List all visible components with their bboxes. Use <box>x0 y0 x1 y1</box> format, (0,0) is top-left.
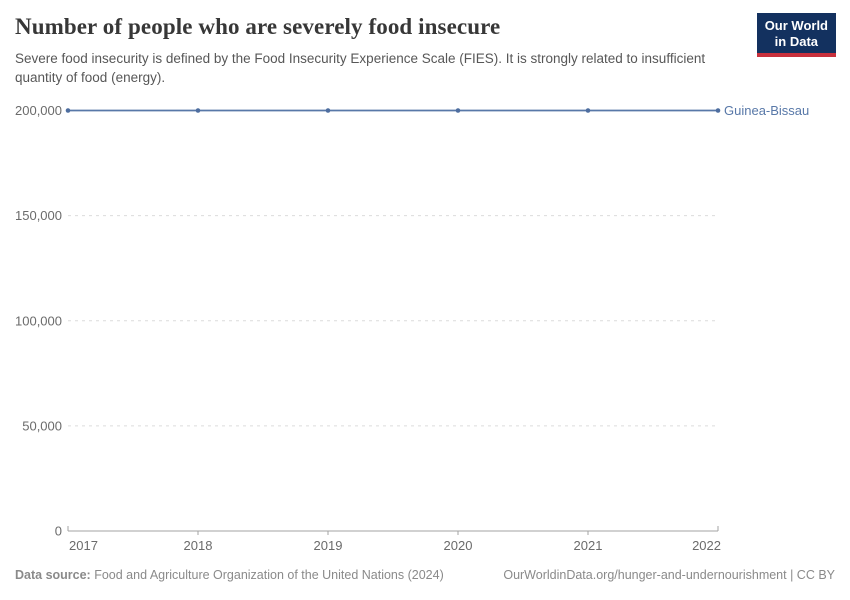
data-source-label: Data source: <box>15 568 91 582</box>
owid-logo-line2: in Data <box>774 33 819 49</box>
data-point-marker <box>585 108 591 113</box>
x-axis-tick-label: 2022 <box>692 538 721 553</box>
owid-logo-line1: Our World <box>764 18 828 33</box>
y-axis-tick-label: 0 <box>55 524 62 539</box>
x-axis-tick-label: 2018 <box>184 538 213 553</box>
x-axis-tick-label: 2021 <box>574 538 603 553</box>
data-source-value: Food and Agriculture Organization of the… <box>94 568 444 582</box>
data-point-marker <box>455 108 461 113</box>
x-axis-tick-label: 2017 <box>69 538 98 553</box>
data-point-marker <box>65 108 71 113</box>
data-point-marker <box>195 108 201 113</box>
y-axis-tick-label: 100,000 <box>15 313 62 328</box>
data-source: Data source: Food and Agriculture Organi… <box>15 568 444 582</box>
credit-link[interactable]: OurWorldinData.org/hunger-and-undernouri… <box>503 568 835 582</box>
owid-logo: Our World in Data <box>756 13 836 57</box>
data-point-marker <box>325 108 331 113</box>
x-axis-tick-label: 2020 <box>444 538 473 553</box>
data-point-marker <box>715 108 721 113</box>
chart-title: Number of people who are severely food i… <box>15 14 501 39</box>
chart-subtitle: Severe food insecurity is defined by the… <box>15 51 706 85</box>
series-entity-label: Guinea-Bissau <box>724 103 809 118</box>
y-axis-tick-label: 50,000 <box>22 418 62 433</box>
x-axis-tick-label: 2019 <box>314 538 343 553</box>
y-axis-tick-label: 200,000 <box>15 103 62 118</box>
y-axis-tick-label: 150,000 <box>15 208 62 223</box>
figure-footer: Data source: Food and Agriculture Organi… <box>15 568 835 582</box>
